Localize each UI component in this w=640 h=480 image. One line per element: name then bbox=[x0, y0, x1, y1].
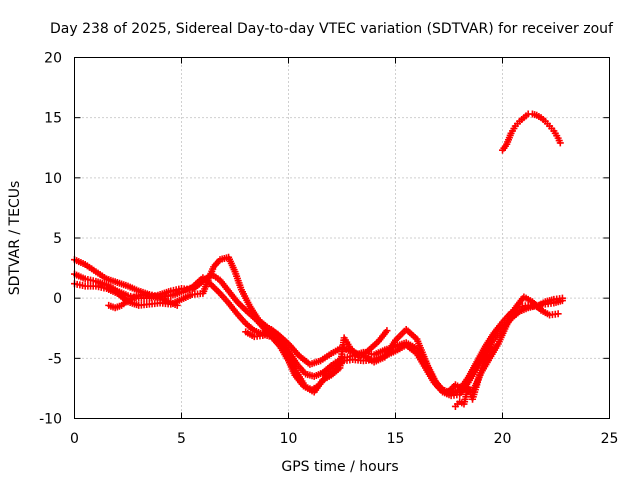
y-tick-label: 0 bbox=[53, 291, 62, 307]
y-axis-title: SDTVAR / TECUs bbox=[7, 181, 23, 296]
y-tick-label: 10 bbox=[44, 171, 62, 187]
data-point bbox=[554, 310, 562, 318]
series-track-d bbox=[105, 291, 181, 312]
data-point bbox=[490, 344, 498, 352]
y-tick-label: 5 bbox=[53, 231, 62, 247]
series-track-f bbox=[451, 344, 498, 410]
y-tick-label: -5 bbox=[48, 351, 62, 367]
x-axis-title: GPS time / hours bbox=[281, 459, 398, 475]
data-point bbox=[556, 139, 564, 147]
chart-title: Day 238 of 2025, Sidereal Day-to-day VTE… bbox=[50, 21, 614, 37]
y-tick-label: 15 bbox=[44, 111, 62, 127]
x-tick-label: 20 bbox=[494, 431, 512, 447]
y-axis-ticks: -10 -5 0 5 10 15 20 bbox=[39, 51, 610, 428]
y-tick-label: 20 bbox=[44, 51, 62, 67]
plot-frame bbox=[74, 57, 610, 419]
data-point bbox=[558, 294, 566, 302]
y-tick-label: -10 bbox=[39, 412, 62, 428]
series-track-g bbox=[499, 110, 564, 154]
data-point bbox=[383, 327, 391, 335]
x-tick-label: 5 bbox=[177, 431, 186, 447]
x-tick-label: 0 bbox=[70, 431, 79, 447]
data-point bbox=[173, 301, 181, 309]
x-axis-ticks: 0 5 10 15 20 25 bbox=[70, 57, 619, 447]
x-tick-label: 10 bbox=[280, 431, 298, 447]
series-track-e bbox=[242, 325, 391, 396]
x-tick-label: 15 bbox=[387, 431, 405, 447]
data-points bbox=[71, 110, 566, 410]
x-tick-label: 25 bbox=[601, 431, 619, 447]
